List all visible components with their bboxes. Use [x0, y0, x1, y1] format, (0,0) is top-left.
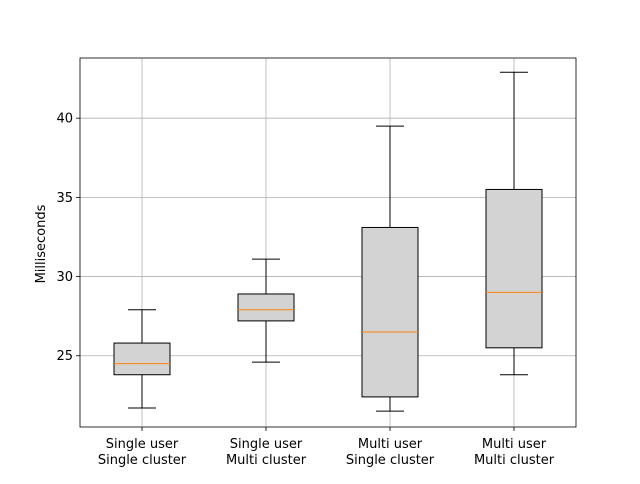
x-tick-label: Multi user Single cluster [346, 437, 435, 468]
y-tick-label: 35 [56, 191, 73, 206]
x-tick-label-line: Single user [230, 437, 303, 452]
plot-frame [79, 57, 577, 428]
box [113, 342, 171, 376]
box-group [113, 309, 171, 409]
box [485, 188, 543, 349]
y-tick-label: 30 [56, 270, 73, 285]
x-tick-label-line: Multi cluster [474, 453, 555, 468]
x-tick-label-line: Multi user [358, 437, 423, 452]
y-tick-label: 25 [56, 349, 73, 364]
x-tick-label: Multi user Multi cluster [474, 437, 555, 468]
x-tick-label: Single user Multi cluster [226, 437, 307, 468]
x-tick-label-line: Multi user [482, 437, 547, 452]
x-tick-label-line: Single cluster [346, 453, 435, 468]
box-layer [113, 71, 543, 412]
x-tick-label: Single user Single cluster [98, 437, 187, 468]
x-tick-label-line: Single cluster [98, 453, 187, 468]
box [361, 226, 419, 398]
y-axis-label: Milliseconds [34, 204, 49, 283]
x-tick-label-line: Single user [106, 437, 179, 452]
x-tick-label-line: Multi cluster [226, 453, 307, 468]
grid-layer [80, 58, 576, 427]
box [237, 293, 295, 322]
box-group [485, 71, 543, 376]
box-group [361, 125, 419, 412]
y-tick-label: 40 [56, 112, 73, 127]
box-group [237, 258, 295, 363]
